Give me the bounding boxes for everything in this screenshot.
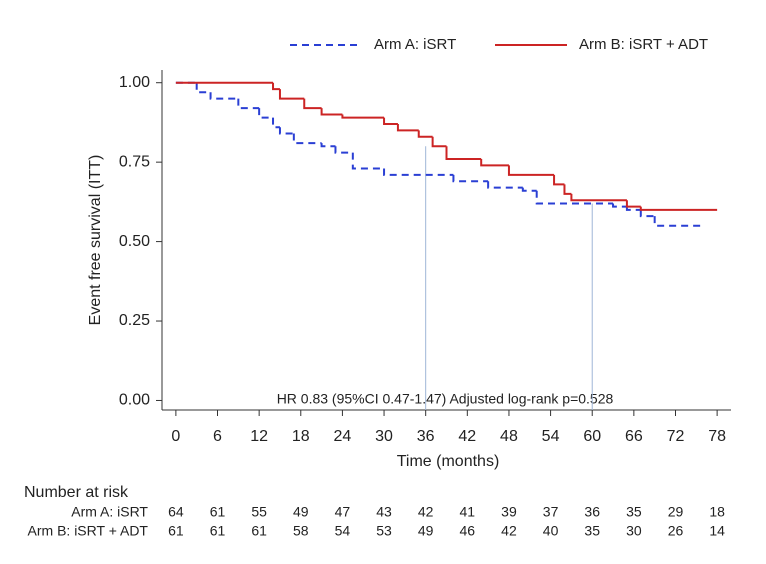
y-tick-label: 0.00 <box>119 392 150 409</box>
survival-step <box>480 158 509 167</box>
survival-step <box>612 203 627 208</box>
risk-value: 61 <box>210 523 226 539</box>
risk-table-title: Number at risk <box>24 484 129 501</box>
survival-step <box>209 92 239 100</box>
survival-step <box>278 89 305 100</box>
survival-step <box>445 146 482 160</box>
x-tick-label: 60 <box>583 428 601 445</box>
x-tick-label: 54 <box>542 428 560 445</box>
survival-step <box>278 127 294 135</box>
x-tick-label: 72 <box>667 428 685 445</box>
risk-row-label: Arm B: iSRT + ADT <box>28 523 149 539</box>
survival-step <box>563 184 572 195</box>
survival-step <box>487 181 523 189</box>
risk-value: 37 <box>543 504 559 520</box>
risk-value: 26 <box>668 523 684 539</box>
survival-step <box>272 82 280 91</box>
risk-value: 39 <box>501 504 517 520</box>
survival-step <box>320 143 336 148</box>
x-tick-label: 30 <box>375 428 393 445</box>
y-axis-label: Event free survival (ITT) <box>87 155 104 326</box>
survival-step <box>521 187 537 192</box>
risk-value: 49 <box>293 504 309 520</box>
survival-step <box>195 82 211 94</box>
risk-value: 36 <box>584 504 600 520</box>
risk-value: 49 <box>418 523 434 539</box>
survival-step <box>417 130 433 138</box>
y-tick-label: 1.00 <box>119 74 150 91</box>
survival-step <box>431 136 447 148</box>
x-tick-label: 66 <box>625 428 643 445</box>
risk-value: 30 <box>626 523 642 539</box>
y-tick-label: 0.25 <box>119 312 150 329</box>
survival-step <box>334 146 353 154</box>
risk-value: 14 <box>709 523 725 539</box>
survival-step <box>639 209 655 218</box>
risk-value: 46 <box>460 523 476 539</box>
survival-step <box>303 98 322 110</box>
survival-step <box>535 190 614 205</box>
risk-value: 47 <box>335 504 351 520</box>
survival-step <box>625 206 641 211</box>
risk-value: 61 <box>210 504 226 520</box>
risk-value: 18 <box>709 504 725 520</box>
risk-value: 54 <box>335 523 351 539</box>
y-tick-label: 0.50 <box>119 233 150 250</box>
survival-step <box>383 117 398 126</box>
x-tick-label: 18 <box>292 428 310 445</box>
risk-value: 29 <box>668 504 684 520</box>
legend-label: Arm A: iSRT <box>374 36 456 53</box>
survival-step <box>507 165 555 176</box>
risk-value: 58 <box>293 523 309 539</box>
risk-value: 41 <box>460 504 476 520</box>
x-tick-label: 42 <box>458 428 476 445</box>
risk-value: 55 <box>251 504 267 520</box>
x-tick-label: 12 <box>250 428 268 445</box>
survival-step <box>272 117 280 129</box>
survival-step <box>653 216 704 227</box>
risk-row-label: Arm A: iSRT <box>71 504 148 520</box>
survival-step <box>351 152 385 170</box>
x-tick-label: 6 <box>213 428 222 445</box>
survival-step <box>570 193 627 202</box>
risk-value: 43 <box>376 504 392 520</box>
survival-step <box>258 108 274 119</box>
risk-value: 64 <box>168 504 184 520</box>
survival-step <box>396 124 419 132</box>
risk-value: 35 <box>626 504 642 520</box>
x-tick-label: 0 <box>171 428 180 445</box>
risk-value: 40 <box>543 523 559 539</box>
survival-step <box>320 108 343 116</box>
survival-step <box>625 200 641 208</box>
survival-step <box>341 114 385 119</box>
survival-step <box>292 133 322 145</box>
x-axis-label: Time (months) <box>397 453 500 470</box>
x-tick-label: 24 <box>334 428 352 445</box>
survival-step <box>237 98 260 110</box>
risk-value: 42 <box>501 523 517 539</box>
survival-step <box>383 168 454 176</box>
survival-step <box>452 174 489 183</box>
risk-value: 42 <box>418 504 434 520</box>
survival-step <box>553 174 565 186</box>
x-tick-label: 78 <box>708 428 726 445</box>
risk-value: 61 <box>251 523 267 539</box>
x-tick-label: 36 <box>417 428 435 445</box>
annotation: HR 0.83 (95%CI 0.47-1.47) Adjusted log-r… <box>277 391 614 407</box>
legend-label: Arm B: iSRT + ADT <box>579 36 708 53</box>
y-tick-label: 0.75 <box>119 153 150 170</box>
survival-step <box>639 206 718 211</box>
x-tick-label: 48 <box>500 428 518 445</box>
risk-value: 35 <box>584 523 600 539</box>
risk-value: 61 <box>168 523 184 539</box>
risk-value: 53 <box>376 523 392 539</box>
